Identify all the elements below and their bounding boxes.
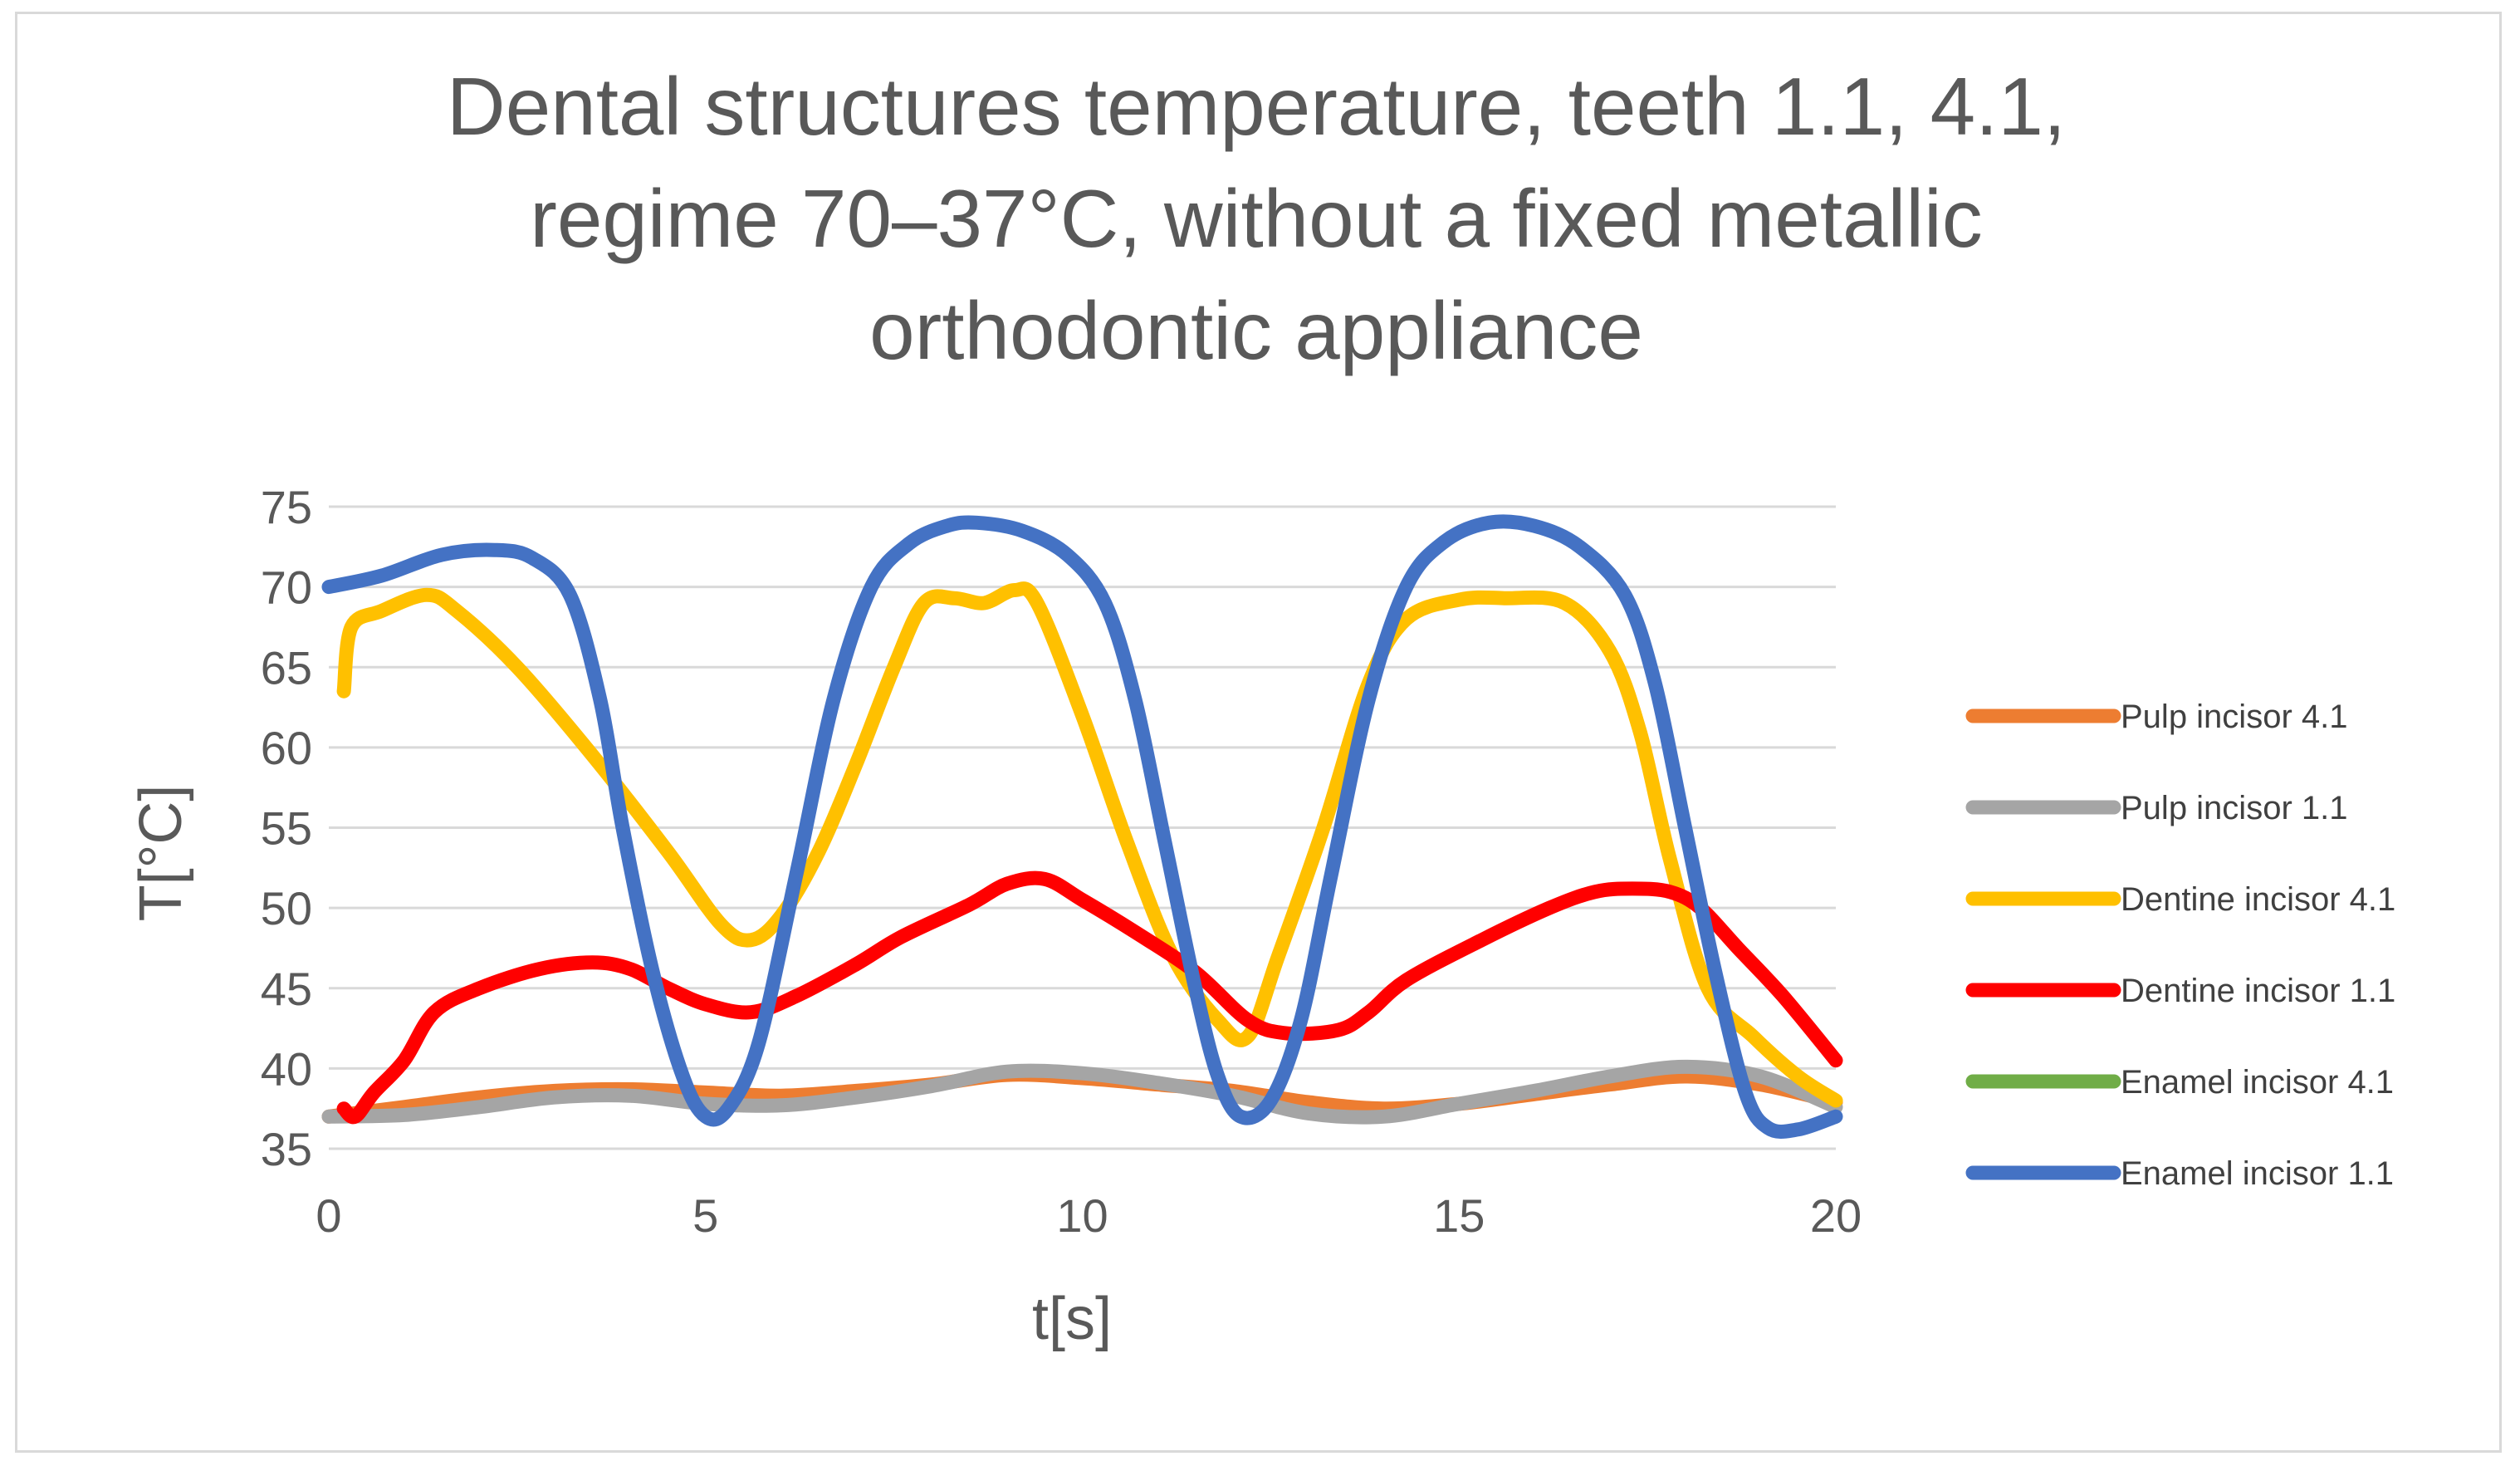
legend-label: Enamel incisor 1.1 <box>2121 1155 2394 1192</box>
x-axis-title: t[s] <box>1032 1286 1112 1352</box>
chart-frame: Dental structures temperature, teeth 1.1… <box>15 12 2502 1453</box>
y-tick-label: 45 <box>261 963 312 1015</box>
gridlines <box>329 505 1836 1150</box>
y-tick-label: 35 <box>261 1123 312 1175</box>
chart-title-line-1: Dental structures temperature, teeth 1.1… <box>447 61 2066 152</box>
legend-label: Dentine incisor 1.1 <box>2121 973 2395 1009</box>
x-tick-label: 5 <box>692 1189 718 1242</box>
y-tick-label: 55 <box>261 802 312 855</box>
x-axis-ticks: 0 5 10 15 20 <box>316 1189 1862 1242</box>
x-tick-label: 0 <box>316 1189 341 1242</box>
legend-label: Pulp incisor 1.1 <box>2121 790 2347 826</box>
series-line-pulp-incisor-11 <box>321 1059 1843 1125</box>
series-line-dentine-incisor-41 <box>336 581 1843 1108</box>
legend: Pulp incisor 4.1 Pulp incisor 1.1 Dentine … <box>1965 699 2395 1192</box>
y-axis-ticks: 35 40 45 50 55 60 65 70 75 <box>261 481 312 1175</box>
y-tick-label: 40 <box>261 1042 312 1095</box>
legend-label: Pulp incisor 4.1 <box>2121 699 2347 735</box>
y-tick-label: 50 <box>261 882 312 934</box>
x-tick-label: 15 <box>1433 1189 1485 1242</box>
chart-title-line-2: regime 70–37°C, without a fixed metallic <box>530 173 1983 264</box>
x-tick-label: 10 <box>1056 1189 1108 1242</box>
y-tick-label: 70 <box>261 561 312 614</box>
chart-title: Dental structures temperature, teeth 1.1… <box>447 61 2066 376</box>
y-tick-label: 60 <box>261 722 312 774</box>
x-tick-label: 20 <box>1810 1189 1862 1242</box>
plot-series <box>321 514 1843 1139</box>
y-tick-label: 75 <box>261 481 312 533</box>
series-line-dentine-incisor-11 <box>336 870 1843 1125</box>
chart-canvas: Dental structures temperature, teeth 1.1… <box>128 61 2395 1352</box>
series-line-enamel-incisor-11 <box>321 514 1843 1139</box>
y-tick-label: 65 <box>261 641 312 694</box>
y-axis-title: T[°C] <box>128 785 194 922</box>
chart-title-line-3: orthodontic appliance <box>869 285 1643 376</box>
legend-label: Enamel incisor 4.1 <box>2121 1064 2394 1101</box>
legend-label: Dentine incisor 4.1 <box>2121 881 2395 918</box>
